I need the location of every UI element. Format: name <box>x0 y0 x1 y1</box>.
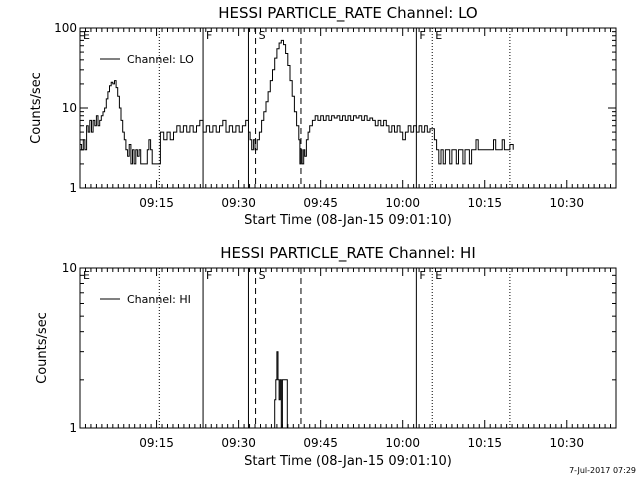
event-marker-label: F <box>206 29 212 42</box>
x-tick-label: 10:00 <box>385 196 420 210</box>
x-tick-label: 10:30 <box>549 436 584 450</box>
x-tick-label: 09:30 <box>221 196 256 210</box>
event-marker-label: E <box>435 29 442 42</box>
x-tick-label: 10:15 <box>467 436 502 450</box>
y-tick-label: 1 <box>69 181 77 195</box>
y-tick-label: 1 <box>69 421 77 435</box>
event-marker-label: E <box>435 269 442 282</box>
x-tick-label: 09:45 <box>303 436 338 450</box>
series-line <box>273 351 288 429</box>
y-axis-label: Counts/sec <box>35 312 50 384</box>
y-tick-label: 10 <box>62 101 77 115</box>
x-tick-label: 09:45 <box>303 196 338 210</box>
event-marker-label: F <box>206 269 212 282</box>
y-tick-label: 100 <box>54 21 77 35</box>
event-marker-label: S <box>259 269 266 282</box>
chart-title: HESSI PARTICLE_RATE Channel: LO <box>218 4 477 23</box>
footer-date-stamp: 7-Jul-2017 07:29 <box>569 466 636 475</box>
x-tick-label: 10:00 <box>385 436 420 450</box>
y-axis-label: Counts/sec <box>29 72 44 144</box>
x-tick-label: 09:30 <box>221 436 256 450</box>
chart-title: HESSI PARTICLE_RATE Channel: HI <box>220 244 476 263</box>
event-marker-label: E <box>83 29 90 42</box>
event-marker-label: E <box>83 269 90 282</box>
x-tick-label: 09:15 <box>139 196 174 210</box>
x-tick-label: 10:15 <box>467 196 502 210</box>
event-marker-label: S <box>259 29 266 42</box>
event-marker-label: F <box>419 269 425 282</box>
plot-panel-lo: HESSI PARTICLE_RATE Channel: LO 1 10 100 09:… <box>29 4 617 228</box>
x-tick-label: 09:15 <box>139 436 174 450</box>
event-marker-label: F <box>419 29 425 42</box>
legend-label: Channel: LO <box>127 53 194 66</box>
plot-panel-hi: HESSI PARTICLE_RATE Channel: HI 1 10 09:15 0… <box>35 244 617 469</box>
series-line <box>80 39 514 165</box>
x-tick-label: 10:30 <box>549 196 584 210</box>
x-axis-label: Start Time (08-Jan-15 09:01:10) <box>244 213 452 228</box>
y-tick-label: 10 <box>62 261 77 275</box>
x-axis-label: Start Time (08-Jan-15 09:01:10) <box>244 454 452 469</box>
plot-frame <box>79 267 617 429</box>
legend-label: Channel: HI <box>127 293 191 306</box>
